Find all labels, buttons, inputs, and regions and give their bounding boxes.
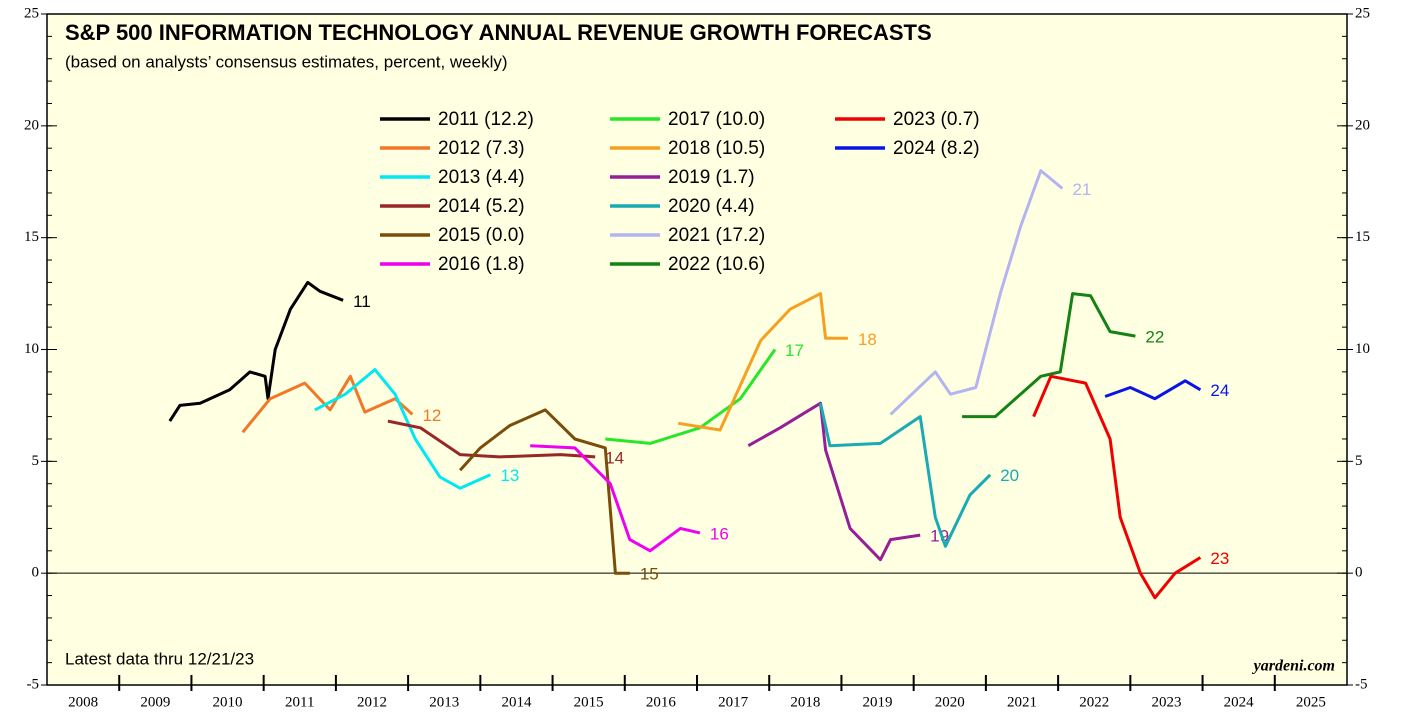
x-tick-label: 2009 (140, 694, 170, 710)
x-tick-label: 2015 (574, 694, 604, 710)
series-line (1104, 379, 1202, 401)
end-label: 15 (640, 565, 659, 584)
end-label: 21 (1072, 180, 1091, 199)
x-tick-label: 2016 (646, 694, 677, 710)
end-label: 17 (785, 341, 804, 360)
series-line (314, 368, 492, 490)
y-tick-label: 10 (24, 341, 39, 357)
y-tick-label: 15 (1355, 229, 1370, 245)
legend-label: 2017 (10.0) (668, 109, 765, 130)
y-tick-label: 5 (1355, 453, 1363, 469)
x-tick-label: 2011 (285, 694, 314, 710)
series-line (819, 402, 992, 548)
series-line (889, 169, 1064, 416)
y-tick-label: 25 (24, 5, 39, 21)
y-tick-label: -5 (27, 676, 40, 692)
x-tick-label: 2025 (1296, 694, 1326, 710)
source: yardeni.com (1252, 658, 1335, 675)
series-line (458, 408, 630, 575)
x-tick-label: 2020 (935, 694, 965, 710)
chart-title: S&P 500 INFORMATION TECHNOLOGY ANNUAL RE… (65, 20, 932, 45)
series-line (962, 292, 1136, 419)
legend-label: 2024 (8.2) (893, 138, 980, 159)
x-tick-label: 2019 (863, 694, 893, 710)
x-tick-label: 2022 (1079, 694, 1109, 710)
x-tick-label: 2014 (501, 694, 532, 710)
x-tick-label: 2021 (1007, 694, 1037, 710)
x-tick-label: 2023 (1151, 694, 1181, 710)
end-label: 13 (500, 466, 519, 485)
legend-label: 2012 (7.3) (438, 138, 525, 159)
series-line (530, 444, 701, 553)
series-line (168, 280, 344, 422)
legend-label: 2020 (4.4) (668, 196, 755, 217)
end-label: 22 (1145, 328, 1164, 347)
series-line (241, 374, 414, 434)
y-tick-label: 10 (1355, 341, 1370, 357)
x-tick-label: 2013 (429, 694, 459, 710)
legend-label: 2022 (10.6) (668, 254, 765, 275)
chart-subtitle: (based on analysts’ consensus estimates,… (65, 52, 508, 71)
y-tick-label: 0 (1355, 565, 1363, 581)
y-tick-label: 5 (32, 453, 40, 469)
series-line (1032, 374, 1202, 600)
end-label: 14 (605, 448, 624, 467)
x-tick-label: 2010 (213, 694, 243, 710)
y-tick-label: -5 (1355, 676, 1368, 692)
end-label: 18 (858, 330, 877, 349)
legend-label: 2015 (0.0) (438, 225, 525, 246)
legend-label: 2013 (4.4) (438, 167, 525, 188)
legend-label: 2023 (0.7) (893, 109, 980, 130)
end-label: 24 (1210, 381, 1229, 400)
legend-label: 2014 (5.2) (438, 196, 525, 217)
end-label: 12 (422, 406, 441, 425)
legend-label: 2021 (17.2) (668, 225, 765, 246)
end-label: 23 (1210, 549, 1229, 568)
y-tick-label: 20 (1355, 117, 1370, 133)
end-label: 11 (353, 292, 371, 311)
end-label: 16 (710, 524, 729, 543)
legend-label: 2016 (1.8) (438, 254, 525, 275)
legend-label: 2011 (12.2) (438, 109, 534, 130)
x-tick-label: 2018 (790, 694, 820, 710)
y-tick-label: 20 (24, 117, 39, 133)
legend-label: 2018 (10.5) (668, 138, 765, 159)
x-tick-label: 2008 (68, 694, 98, 710)
x-tick-label: 2012 (357, 694, 387, 710)
series-line (747, 401, 921, 562)
series-line (387, 419, 596, 459)
x-tick-label: 2017 (718, 694, 749, 710)
y-tick-label: 15 (24, 229, 39, 245)
y-tick-label: 25 (1355, 5, 1370, 21)
y-tick-label: 0 (32, 565, 40, 581)
x-tick-label: 2024 (1224, 694, 1255, 710)
end-label: 20 (1000, 466, 1019, 485)
note: Latest data thru 12/21/23 (65, 649, 254, 668)
series-line (677, 292, 848, 432)
legend-label: 2019 (1.7) (668, 167, 755, 188)
